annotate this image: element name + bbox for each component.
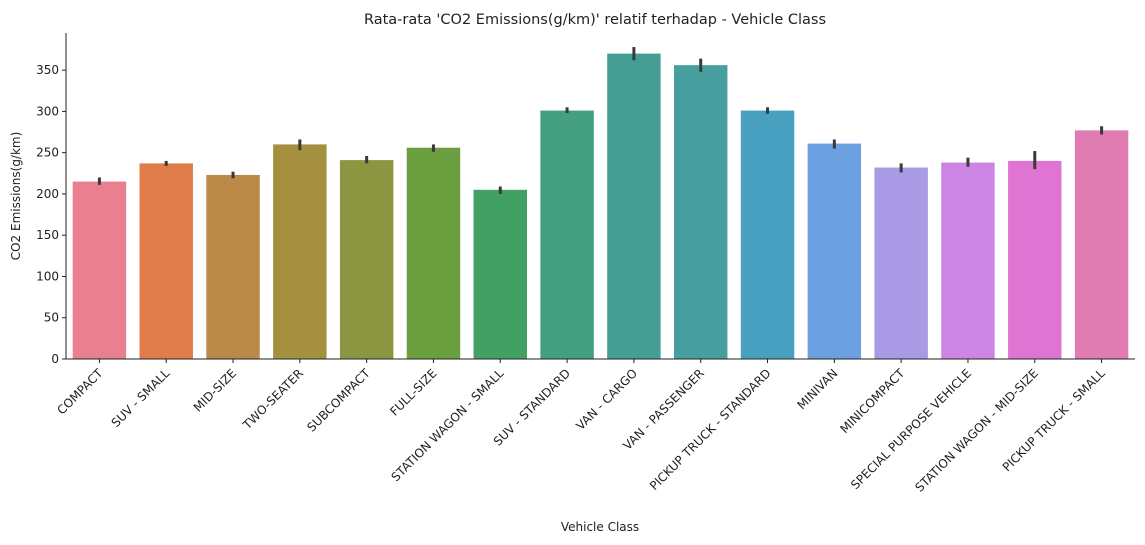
- bar-8: [607, 53, 661, 360]
- x-tick-label-6: STATION WAGON - SMALL: [388, 366, 506, 484]
- y-tick-label-5: 250: [36, 146, 59, 160]
- x-tick-label-4: SUBCOMPACT: [304, 366, 373, 435]
- x-tick-label-2: MID-SIZE: [191, 366, 239, 414]
- x-tick-label-3: TWO-SEATER: [239, 366, 305, 432]
- x-tick-label-12: MINICOMPACT: [837, 366, 907, 436]
- bars-group: [72, 53, 1129, 360]
- bar-13: [941, 162, 995, 359]
- y-tick-label-2: 100: [36, 269, 59, 283]
- bar-1: [139, 163, 193, 359]
- bar-0: [72, 181, 127, 359]
- y-axis-label: CO2 Emissions(g/km): [9, 132, 23, 261]
- bar-6: [473, 189, 528, 359]
- x-tick-label-8: VAN - CARGO: [573, 366, 640, 433]
- bar-14: [1008, 160, 1062, 359]
- bar-5: [406, 147, 461, 359]
- y-tick-label-3: 150: [36, 228, 59, 242]
- x-tick-label-14: STATION WAGON - MID-SIZE: [912, 366, 1040, 494]
- bar-4: [339, 160, 394, 359]
- x-tick-label-10: PICKUP TRUCK - STANDARD: [647, 366, 774, 493]
- bar-15: [1074, 130, 1129, 359]
- bar-9: [673, 65, 728, 359]
- y-tick-label-0: 0: [51, 352, 59, 366]
- chart-title: Rata-rata 'CO2 Emissions(g/km)' relatif …: [364, 12, 826, 28]
- x-axis-ticks: COMPACT SUV - SMALL MID-SIZE TWO-SEATERSUBC…: [54, 359, 1108, 495]
- x-axis-label: Vehicle Class: [561, 520, 639, 534]
- bar-2: [206, 174, 260, 359]
- error-bars-group: [97, 47, 1104, 194]
- x-tick-label-0: COMPACT: [54, 366, 106, 418]
- y-axis-ticks: 0 50 100 150 200 250 300 350: [36, 63, 66, 366]
- x-tick-label-13: SPECIAL PURPOSE VEHICLE: [848, 366, 974, 492]
- x-tick-label-11: MINIVAN: [794, 366, 840, 412]
- y-tick-label-4: 200: [36, 187, 59, 201]
- y-tick-label-7: 350: [36, 63, 59, 77]
- x-tick-label-1: SUV - SMALL: [109, 366, 173, 430]
- bar-12: [874, 167, 928, 359]
- bar-7: [540, 110, 594, 360]
- y-tick-label-6: 300: [36, 104, 59, 118]
- y-tick-label-1: 50: [44, 311, 59, 325]
- bar-3: [273, 144, 327, 359]
- bar-11: [807, 143, 862, 359]
- bar-10: [740, 110, 795, 360]
- x-tick-label-5: FULL-SIZE: [387, 366, 439, 418]
